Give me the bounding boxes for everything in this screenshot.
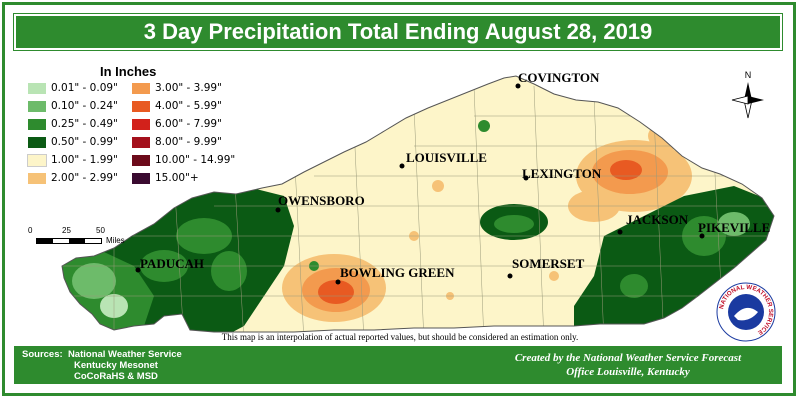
source-line: CoCoRaHS & MSD	[74, 371, 158, 382]
legend-swatch	[132, 154, 150, 166]
source-line: Kentucky Mesonet	[74, 360, 158, 371]
scale-tick-25: 25	[62, 226, 71, 235]
legend-item: 0.25" - 0.49"	[28, 118, 118, 132]
legend-swatch	[28, 136, 46, 148]
state-outline	[61, 75, 775, 333]
legend-swatch	[132, 100, 150, 112]
scale-tick-50: 50	[96, 226, 105, 235]
city-dot-lexington	[523, 175, 529, 181]
legend-swatch	[132, 172, 150, 184]
city-dot-covington	[515, 83, 521, 89]
legend-swatch	[132, 82, 150, 94]
city-label-somerset: SOMERSET	[512, 256, 585, 271]
city-label-bowling-green: BOWLING GREEN	[340, 265, 455, 280]
legend-item: 4.00" - 5.99"	[132, 100, 222, 114]
legend-swatch	[28, 118, 46, 130]
north-arrow-icon: N	[731, 70, 764, 119]
sources-label: Sources:	[22, 349, 63, 360]
legend-swatch	[132, 136, 150, 148]
legend-heading: In Inches	[100, 64, 157, 79]
legend-swatch	[28, 172, 46, 184]
city-label-pikeville: PIKEVILLE	[698, 220, 771, 235]
city-markers	[135, 83, 705, 285]
scale-bar: 0 25 50 Miles	[28, 226, 168, 252]
legend-item: 0.50" - 0.99"	[28, 136, 118, 150]
sources: Sources: National Weather Service Kentuc…	[22, 349, 182, 382]
legend-item: 6.00" - 7.99"	[132, 118, 222, 132]
credit-line-1: Created by the National Weather Service …	[514, 352, 742, 364]
city-dot-somerset	[507, 273, 513, 279]
scale-unit: Miles	[106, 236, 125, 245]
city-dot-louisville	[399, 163, 405, 169]
city-label-jackson: JACKSON	[626, 212, 689, 227]
city-label-louisville: LOUISVILLE	[406, 150, 487, 165]
footer: Sources: National Weather Service Kentuc…	[14, 346, 782, 384]
city-label-paducah: PADUCAH	[140, 256, 205, 271]
legend-item: 15.00"+	[132, 172, 199, 186]
legend-item: 8.00" - 9.99"	[132, 136, 222, 150]
kentucky-precip-map	[61, 75, 775, 333]
north-label: N	[745, 70, 752, 80]
city-dot-paducah	[135, 267, 141, 273]
map-title: 3 Day Precipitation Total Ending August …	[13, 13, 783, 51]
legend-item: 0.10" - 0.24"	[28, 100, 118, 114]
city-dot-owensboro	[275, 207, 281, 213]
legend-item: 2.00" - 2.99"	[28, 172, 118, 186]
credit: Created by the National Weather Service …	[488, 351, 768, 379]
credit-line-2: Office Louisville, Kentucky	[566, 366, 690, 378]
source-line: National Weather Service	[67, 349, 182, 360]
legend-item: 1.00" - 1.99"	[27, 153, 118, 168]
city-label-lexington: LEXINGTON	[522, 166, 602, 181]
scale-tick-0: 0	[28, 226, 33, 235]
legend-swatch	[28, 82, 46, 94]
legend: In Inches 0.01" - 0.09" 0.10" - 0.24" 0.…	[20, 62, 240, 192]
legend-swatch	[28, 100, 46, 112]
city-label-covington: COVINGTON	[518, 70, 600, 85]
legend-swatch	[27, 153, 47, 167]
city-label-owensboro: OWENSBORO	[278, 193, 365, 208]
legend-item: 3.00" - 3.99"	[132, 82, 222, 96]
city-dot-jackson	[617, 229, 623, 235]
county-lines	[62, 85, 774, 332]
legend-item: 10.00" - 14.99"	[132, 154, 235, 168]
legend-item: 0.01" - 0.09"	[28, 82, 118, 96]
scale-bar-graphic	[36, 238, 102, 244]
disclaimer: This map is an interpolation of actual r…	[221, 332, 579, 342]
city-dot-bowling-green	[335, 279, 341, 285]
city-dot-pikeville	[699, 233, 705, 239]
nws-logo-icon: NATIONAL WEATHER SERVICE	[716, 282, 776, 342]
legend-swatch	[132, 118, 150, 130]
